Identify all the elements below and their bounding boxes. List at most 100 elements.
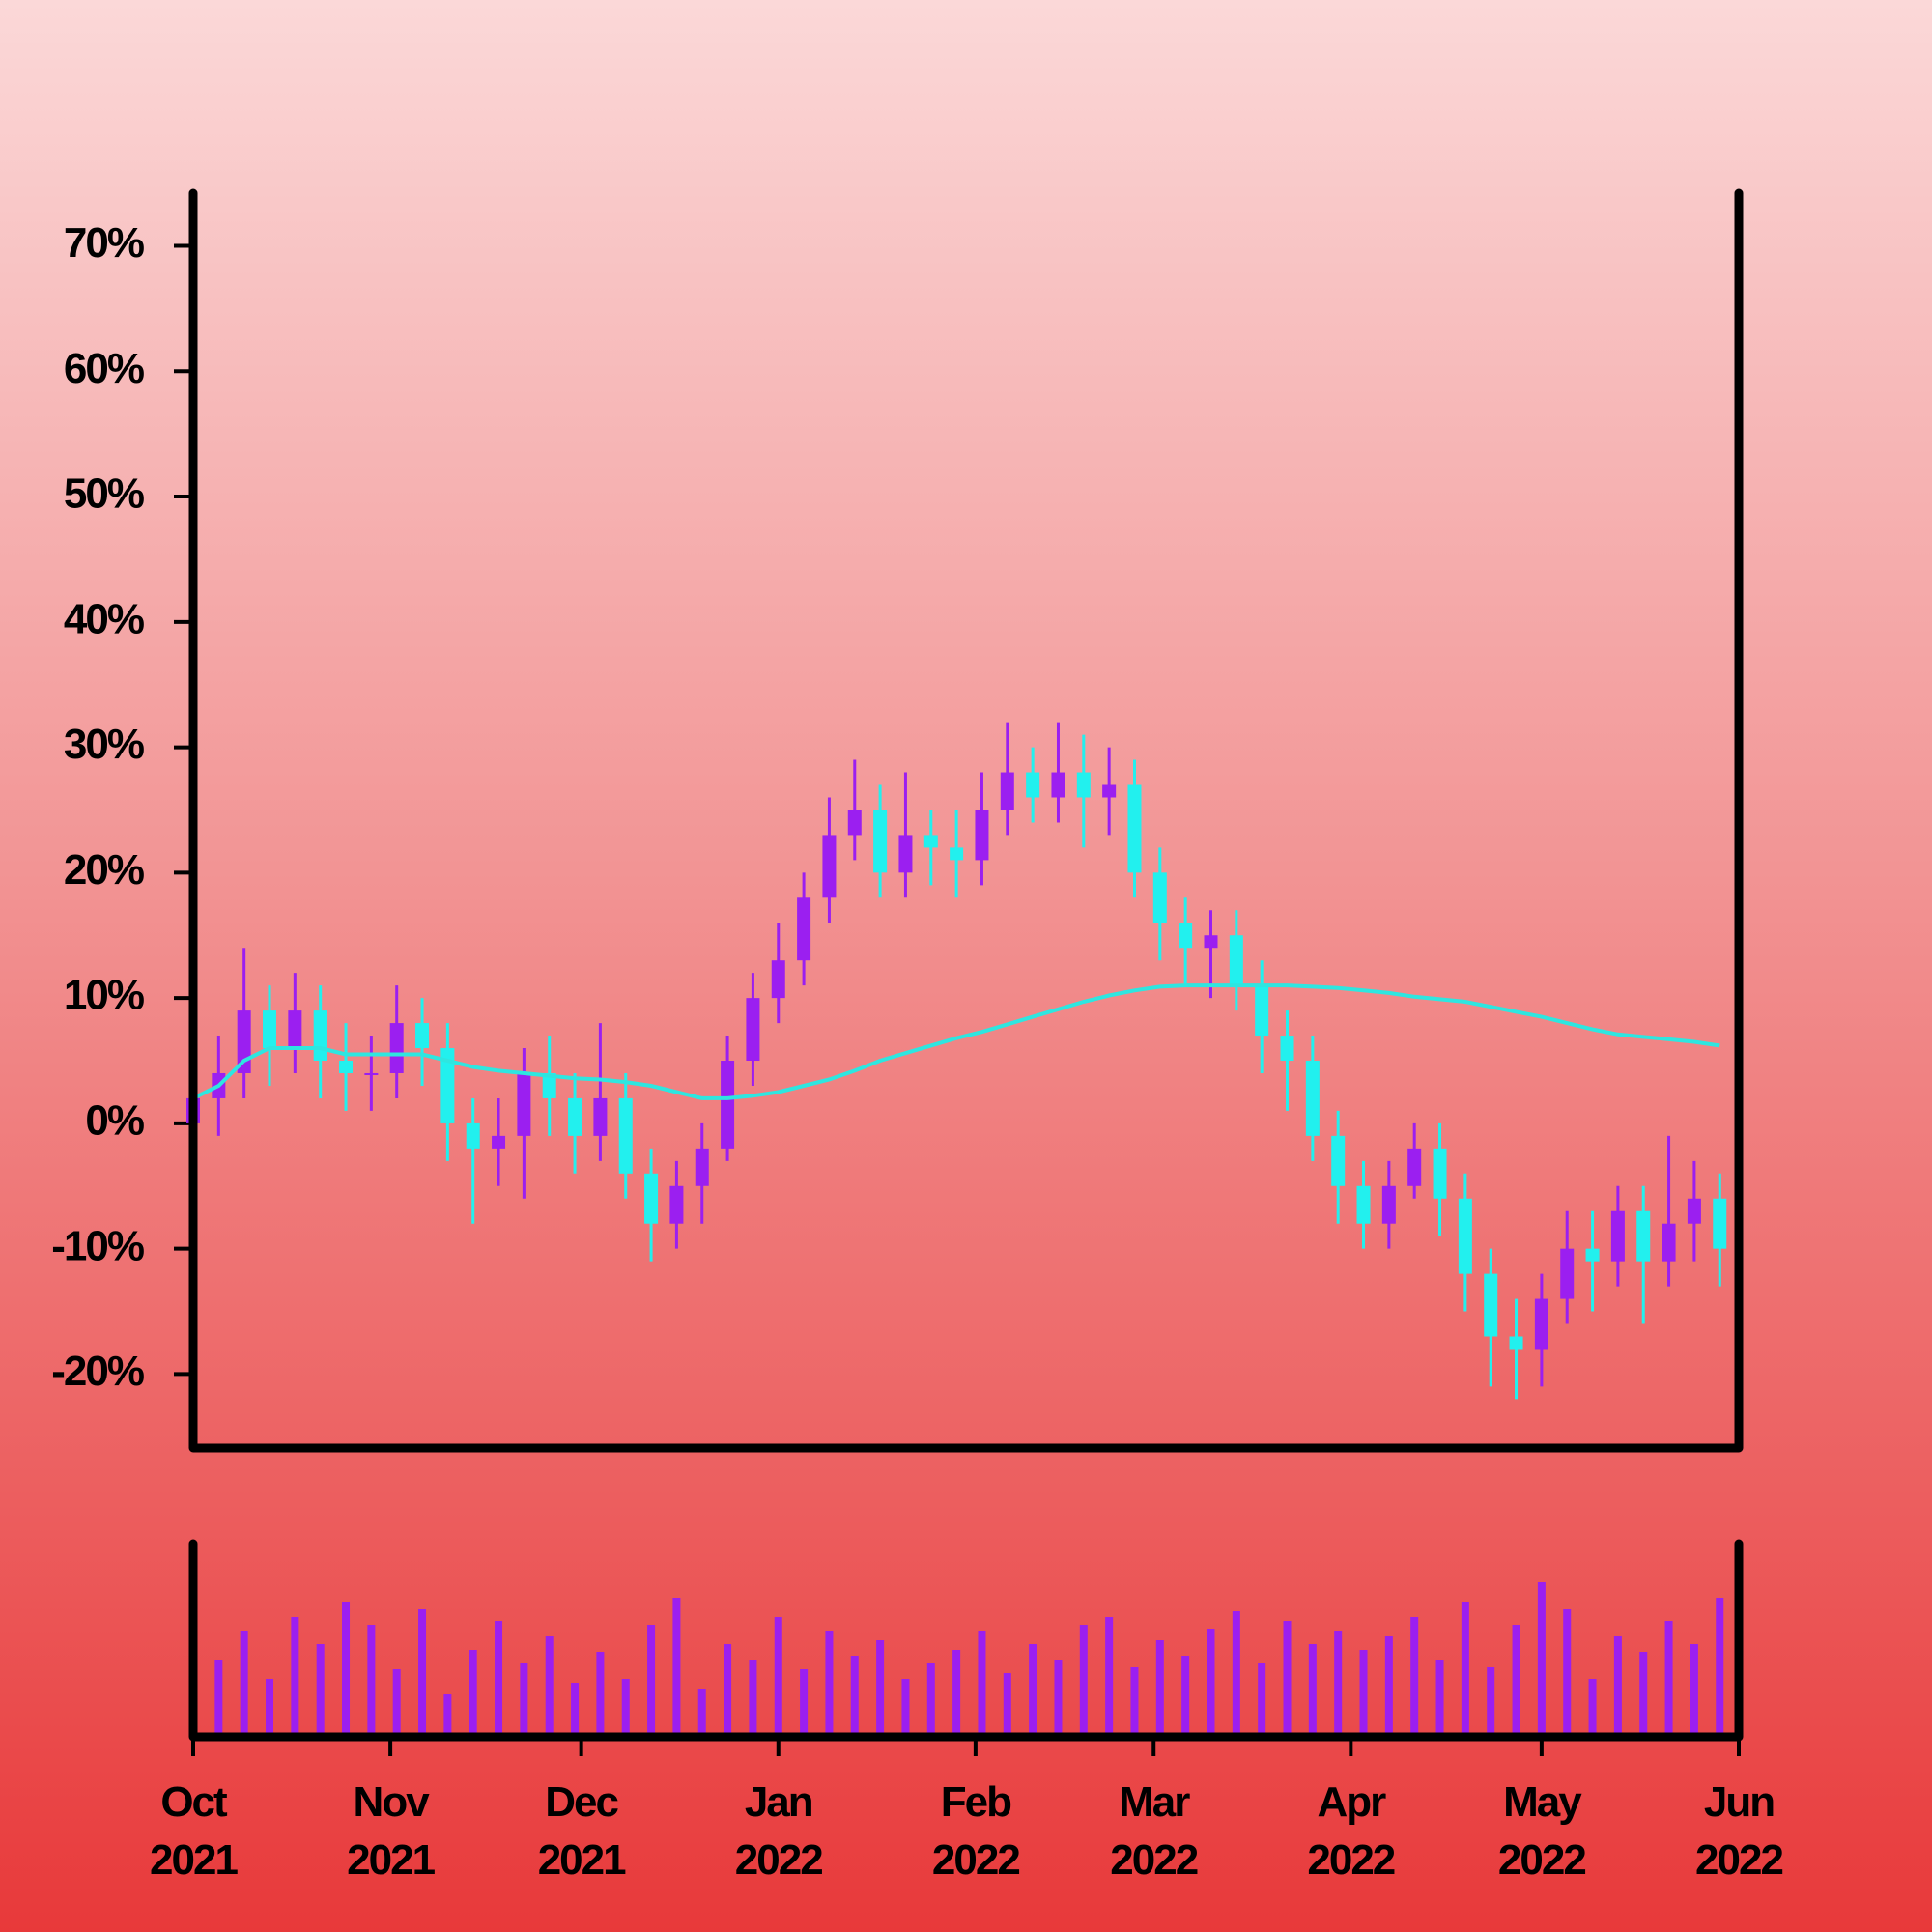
y-tick-label: 10% bbox=[64, 972, 144, 1019]
candle-body bbox=[1000, 772, 1014, 810]
volume-bar bbox=[1054, 1660, 1063, 1737]
candle-body bbox=[975, 810, 989, 861]
candle-body bbox=[389, 1023, 404, 1073]
candle-body bbox=[1305, 1061, 1320, 1136]
candle-body bbox=[313, 1010, 327, 1062]
volume-bar bbox=[1283, 1621, 1292, 1737]
volume-bar bbox=[1130, 1667, 1139, 1737]
y-tick-label: -10% bbox=[51, 1222, 144, 1269]
volume-bar bbox=[596, 1652, 605, 1737]
x-tick-label: Jun 2022 bbox=[1695, 1778, 1784, 1884]
candle-body bbox=[415, 1023, 430, 1049]
candle-body bbox=[1051, 772, 1065, 798]
candle-body bbox=[1280, 1036, 1294, 1062]
volume-bar bbox=[774, 1617, 782, 1737]
candle-body bbox=[1610, 1210, 1625, 1262]
volume-bar bbox=[749, 1660, 757, 1737]
candle-body bbox=[950, 847, 964, 861]
volume-bar bbox=[214, 1660, 223, 1737]
candle-body bbox=[1255, 985, 1269, 1037]
volume-bar bbox=[800, 1669, 809, 1737]
y-tick-label: 60% bbox=[64, 345, 144, 392]
candle-body bbox=[1229, 935, 1243, 986]
candle-body bbox=[923, 835, 938, 848]
candle-body bbox=[1687, 1198, 1701, 1224]
y-tick-label: -20% bbox=[51, 1348, 144, 1395]
candle-body bbox=[1102, 784, 1117, 798]
candle-body bbox=[263, 1010, 277, 1049]
volume-bar bbox=[926, 1663, 935, 1737]
volume-bar bbox=[571, 1683, 580, 1737]
volume-bar bbox=[1410, 1617, 1419, 1737]
y-tick-label: 40% bbox=[64, 595, 144, 642]
volume-bar bbox=[825, 1631, 834, 1737]
candle-body bbox=[593, 1097, 608, 1136]
volume-bar bbox=[1232, 1611, 1240, 1737]
candle-body bbox=[822, 835, 837, 898]
x-tick-label: Jan 2022 bbox=[734, 1778, 824, 1884]
volume-bar bbox=[1308, 1644, 1317, 1737]
candle-body bbox=[1356, 1185, 1371, 1224]
y-tick-label: 20% bbox=[64, 846, 144, 894]
candle-body bbox=[517, 1072, 531, 1136]
x-tick-label: Apr 2022 bbox=[1307, 1778, 1396, 1884]
volume-bar bbox=[1079, 1625, 1088, 1737]
volume-bar bbox=[697, 1689, 706, 1737]
x-tick-label: Nov 2021 bbox=[347, 1778, 436, 1884]
volume-bar bbox=[1487, 1667, 1495, 1737]
candle-body bbox=[771, 960, 785, 999]
candle-body bbox=[1560, 1248, 1575, 1299]
price-frame bbox=[188, 188, 1744, 1453]
volume-bar bbox=[1664, 1621, 1673, 1737]
volume-bar bbox=[240, 1631, 248, 1737]
candle-body bbox=[1179, 923, 1193, 949]
volume-bar bbox=[1384, 1636, 1393, 1737]
volume-bar bbox=[545, 1636, 554, 1737]
candle-body bbox=[618, 1097, 633, 1174]
volume-bar bbox=[876, 1640, 885, 1737]
volume-bar bbox=[367, 1625, 376, 1737]
volume-bar bbox=[647, 1625, 656, 1737]
volume-bar bbox=[520, 1663, 528, 1737]
candle-body bbox=[1152, 872, 1167, 923]
y-tick-label: 50% bbox=[64, 470, 144, 518]
candle-body bbox=[1585, 1248, 1600, 1262]
x-tick-label: Dec 2021 bbox=[537, 1778, 627, 1884]
candle-body bbox=[1458, 1198, 1472, 1274]
volume-frame bbox=[188, 1539, 1744, 1742]
volume-bar bbox=[952, 1650, 961, 1737]
volume-bar bbox=[1181, 1656, 1190, 1737]
volume-bar bbox=[1029, 1644, 1037, 1737]
volume-bar bbox=[672, 1598, 681, 1737]
volume-bar bbox=[621, 1679, 630, 1737]
volume-bar bbox=[1512, 1625, 1520, 1737]
volume-bar bbox=[850, 1656, 859, 1737]
volume-bar bbox=[418, 1609, 427, 1737]
candle-body bbox=[1127, 784, 1142, 873]
x-tick-label: Oct 2021 bbox=[150, 1778, 239, 1884]
candle-body bbox=[1713, 1198, 1727, 1249]
volume-bar bbox=[901, 1679, 910, 1737]
volume-bar bbox=[1435, 1660, 1444, 1737]
volume-bar bbox=[392, 1669, 401, 1737]
volume-bar bbox=[978, 1631, 986, 1737]
candle-body bbox=[644, 1173, 659, 1224]
volume-bar bbox=[1716, 1598, 1724, 1737]
volume-bar bbox=[1105, 1617, 1114, 1737]
x-tick-label: Feb 2022 bbox=[931, 1778, 1021, 1884]
candle-body bbox=[339, 1061, 354, 1073]
candle-body bbox=[797, 897, 811, 961]
volume-bar bbox=[342, 1602, 351, 1737]
volume-bar bbox=[443, 1694, 452, 1737]
moving-average bbox=[192, 983, 1720, 1100]
candle-body bbox=[1636, 1210, 1651, 1262]
volume-bar bbox=[1690, 1644, 1698, 1737]
candle-body bbox=[721, 1061, 735, 1149]
candle-body bbox=[542, 1072, 556, 1098]
candle-body bbox=[440, 1048, 455, 1123]
x-tick-label: Mar 2022 bbox=[1110, 1778, 1199, 1884]
candle-body bbox=[898, 835, 913, 873]
volume-bar bbox=[1003, 1673, 1011, 1737]
